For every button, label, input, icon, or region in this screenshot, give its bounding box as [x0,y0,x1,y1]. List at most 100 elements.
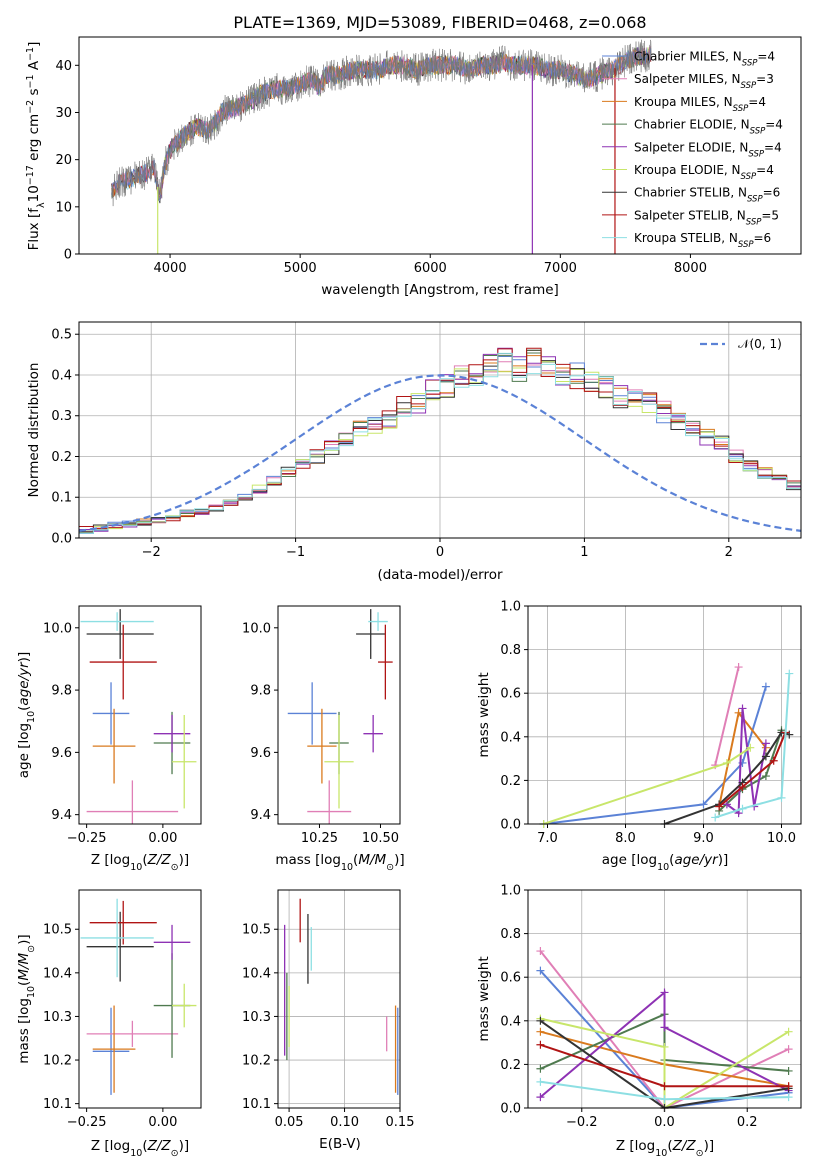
plus-marker [660,1042,669,1051]
age_vs_Z-axes: −0.25 0.00 9.4 9.6 9.8 10.0 [43,621,177,846]
plus-marker [761,739,770,748]
y-tick-label: 0.0 [51,532,72,547]
plus-marker [769,756,778,765]
plus-marker [715,802,724,811]
plus-marker [722,800,731,809]
axes-frame [527,889,802,1109]
x-tick-label: 0.00 [148,1115,177,1130]
x-axis-label: E(B-V) [319,1136,361,1152]
weight-line [540,1017,790,1108]
x-axis-label: Z [log10(Z/Z⊙)] [91,1138,189,1159]
legend-entry: Kroupa STELIB, NSSP=6 [634,231,771,250]
axes-frame [78,321,802,539]
plus-marker [784,1082,793,1091]
y-tick-label: 30 [55,106,72,121]
plus-marker [784,1066,793,1075]
histogram-steps [79,356,801,534]
plus-marker [746,743,755,752]
plus-marker [536,1040,545,1049]
x-tick-label: 0.15 [386,1115,415,1130]
x-axis-label: Z [log10(Z/Z⊙)] [616,1138,714,1159]
histogram-steps [79,352,801,534]
legend-entry: Salpeter MILES, NSSP=3 [634,72,774,91]
spectrum-axes: 4000 5000 6000 7000 8000 0 10 20 30 40 [55,59,707,276]
y-tick-label: 0.6 [500,687,521,702]
y-tick-label: 0.3 [51,409,72,424]
y-tick-label: 9.6 [51,746,72,761]
y-tick-label: 1.0 [500,600,521,615]
y-tick-label: 0.4 [500,730,521,745]
y-tick-label: 40 [55,59,72,74]
x-tick-label: 0.00 [148,831,177,846]
x-tick-label: −0.25 [67,831,107,846]
x-tick-label: 5000 [284,261,317,276]
x-tick-label: 8000 [674,261,707,276]
y-tick-label: 10.0 [242,621,271,636]
legend-entry: Salpeter STELIB, NSSP=5 [634,208,779,227]
mass_vs_ebv-axes: 0.05 0.10 0.15 10.1 10.2 10.3 10.4 10.5 [242,890,414,1130]
y-tick-label: 0.2 [51,450,72,465]
age_vs_mass-axes: 10.25 10.50 9.4 9.6 9.8 10.0 [242,621,399,846]
y-tick-label: 0.2 [500,774,521,789]
y-tick-label: 10 [55,200,72,215]
y-tick-label: 0.8 [500,927,521,942]
y-axis-label: mass weight [476,956,492,1041]
legend-entry: Salpeter ELODIE, NSSP=4 [634,140,782,159]
plus-marker [738,782,747,791]
residuals-axes: −2 −1 0 1 2 0.0 0.1 0.2 0.3 0.4 0.5 [51,322,801,560]
y-axis-label: mass [log10(M/M⊙)] [16,934,37,1063]
x-tick-label: 0 [436,545,444,560]
plus-marker [536,1064,545,1073]
x-tick-label: 10.25 [301,831,338,846]
x-axis-label: Z [log10(Z/Z⊙)] [91,852,189,873]
y-tick-label: 9.8 [51,684,72,699]
y-tick-label: 10.4 [242,966,271,981]
x-tick-label: 10.0 [767,831,796,846]
x-tick-label: −0.2 [566,1115,598,1130]
x-tick-label: 9.0 [693,831,714,846]
plus-marker [536,947,545,956]
y-axis-label: mass weight [476,672,492,757]
plus-marker [536,1016,545,1025]
y-tick-label: 0.4 [500,1014,521,1029]
legend-entry: Chabrier MILES, NSSP=4 [634,50,775,69]
y-tick-label: 9.6 [250,746,271,761]
histogram-steps [79,349,801,534]
y-tick-label: 0.8 [500,643,521,658]
legend-entry: Kroupa MILES, NSSP=4 [634,95,766,114]
plus-marker [784,1027,793,1036]
histogram-steps [79,349,801,533]
x-tick-label: 4000 [154,261,187,276]
plus-marker [711,813,720,822]
observed-spectrum [111,39,652,207]
y-tick-label: 10.3 [43,1010,72,1025]
plus-marker [536,1027,545,1036]
mass_vs_Z-axes: −0.25 0.00 10.1 10.2 10.3 10.4 10.5 [43,923,177,1130]
x-tick-label: 1 [580,545,588,560]
plus-marker [699,800,708,809]
y-tick-label: 0.2 [500,1058,521,1073]
x-tick-label: 0.10 [330,1115,359,1130]
x-axis-label: (data-model)/error [377,567,503,583]
axes-frame [78,605,202,825]
legend-entry: 𝒩(0, 1) [738,337,782,351]
y-axis-label: age [log10(age/yr)] [16,652,37,778]
plus-marker [536,1093,545,1102]
plus-marker [734,708,743,717]
y-axis-label: Normed distribution [26,363,42,498]
plus-marker [722,758,731,767]
y-tick-label: 10.5 [242,923,271,938]
weight-line [539,990,790,1098]
legend-entry: Chabrier STELIB, NSSP=6 [634,186,780,205]
plus-marker [784,1093,793,1102]
plus-marker [738,804,747,813]
axes-frame [78,889,202,1109]
axes-frame [277,605,401,825]
plus-marker [734,663,743,672]
x-tick-label: 2 [725,545,733,560]
weight_vs_age-axes: 7.0 8.0 9.0 10.0 0.0 0.2 0.4 0.6 0.8 1.0 [500,600,801,846]
x-axis-label: mass [log10(M/M⊙)] [275,852,404,873]
plus-marker [660,1095,669,1104]
x-axis-label: age [log10(age/yr)] [602,852,728,873]
y-tick-label: 20 [55,153,72,168]
